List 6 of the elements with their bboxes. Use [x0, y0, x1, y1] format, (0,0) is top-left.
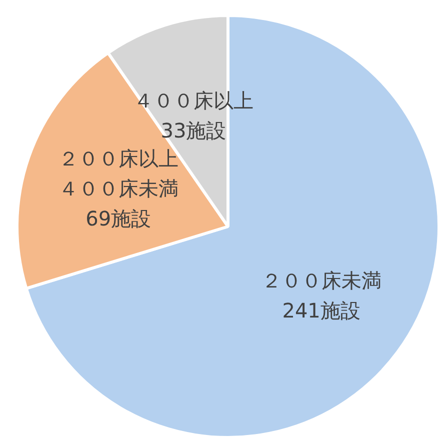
- slice-label: ２００床以上４００床未満: [58, 146, 178, 200]
- data-label: 69施設: [86, 206, 152, 230]
- data-label: 241施設: [282, 298, 360, 322]
- slice-label: ２００床未満: [261, 268, 382, 292]
- slice-label: ４００床以上: [133, 88, 254, 113]
- data-label: 33施設: [160, 118, 226, 143]
